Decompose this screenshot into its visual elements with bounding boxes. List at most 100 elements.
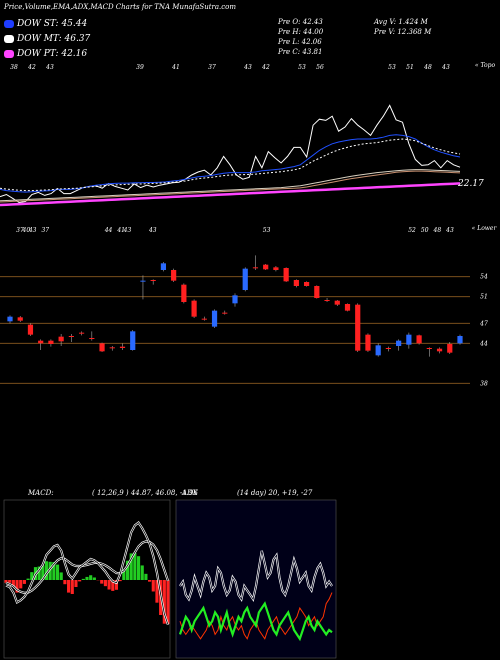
macd-histogram-bar	[26, 578, 30, 580]
candle-body	[150, 280, 156, 281]
macd-histogram-bar	[103, 580, 107, 587]
candle-body	[457, 336, 463, 344]
macd-histogram-bar	[122, 569, 126, 580]
price-x-tick-label: 37	[16, 227, 24, 234]
price-x-tick-label: 43	[148, 227, 157, 234]
macd-histogram-bar	[48, 561, 52, 580]
price-y-tick-label: 44	[479, 340, 488, 347]
candle-body	[355, 304, 361, 351]
macd-histogram-bar	[55, 564, 60, 580]
price-y-tick-label: 54	[480, 274, 488, 281]
prev-open: Pre O: 42.43	[278, 18, 323, 26]
candle-body	[7, 316, 13, 322]
candle-body	[334, 300, 340, 305]
price-x-tick-label: 52	[408, 227, 416, 234]
macd-histogram-bar	[59, 572, 63, 580]
candle-body	[263, 264, 269, 270]
ema-x-tick-label: 43	[441, 64, 450, 71]
legend-dow-st: DOW ST: 45.44	[4, 18, 87, 29]
ema-x-tick-label: 43	[243, 64, 252, 71]
macd-histogram-bar	[140, 565, 144, 580]
macd-histogram-bar	[19, 580, 23, 589]
macd-histogram-bar	[129, 553, 133, 580]
price-candles	[7, 255, 463, 357]
prev-volume: Pre V: 12.368 M	[374, 28, 432, 36]
candle-body	[252, 267, 259, 269]
ema-x-tick-label: 41	[171, 64, 180, 71]
candle-body	[78, 332, 85, 334]
macd-signal-line	[5, 540, 169, 594]
macd-histogram-bar	[74, 580, 78, 587]
ema-series-line	[0, 182, 461, 207]
macd-histogram-bar	[8, 580, 12, 583]
ema-series-line	[0, 104, 461, 204]
price-x-tick-label: 43	[123, 227, 132, 234]
candle-body	[303, 282, 310, 286]
candle-body	[201, 318, 207, 320]
macd-histogram-bar	[30, 572, 34, 580]
macd-histogram-bar	[63, 580, 67, 585]
candle-body	[27, 324, 34, 335]
candle-body	[232, 295, 238, 304]
candle-body	[38, 340, 44, 344]
candle-body	[365, 334, 371, 351]
legend-dow-pt: DOW PT: 42.16	[4, 48, 87, 59]
macd-histogram-bar	[11, 580, 15, 587]
macd-params: ( 12,26,9 ) 44.87, 46.08, -1.96	[92, 489, 198, 497]
adx-plus-di-line	[178, 601, 333, 642]
price-x-tick-label: 44	[104, 227, 113, 234]
price-x-tick-label: 41	[116, 227, 125, 234]
price-x-tick-label: 50	[421, 227, 429, 234]
price-y-tick-label: 47	[479, 320, 488, 327]
candle-body	[293, 280, 299, 286]
macd-plot	[4, 521, 170, 626]
macd-histogram-bar	[118, 580, 122, 582]
legend-dow-mt: DOW MT: 46.37	[4, 33, 90, 44]
candle-body	[273, 267, 279, 270]
candle-body	[191, 300, 197, 317]
ema-last-value: 22.17	[457, 179, 484, 189]
candle-body	[447, 344, 453, 353]
candle-body	[89, 338, 95, 339]
macd-histogram-bar	[166, 580, 170, 624]
macd-histogram-bar	[44, 561, 49, 580]
macd-histogram-bar	[136, 556, 141, 580]
ema-series-line	[0, 169, 461, 202]
macd-histogram-bar	[100, 580, 104, 584]
macd-histogram-bar	[148, 580, 152, 582]
legend-chip	[4, 19, 14, 28]
macd-histogram-bar	[85, 576, 89, 580]
macd-histogram-bar	[78, 580, 82, 582]
candle-body	[242, 268, 248, 290]
candle-body	[181, 284, 187, 302]
macd-histogram-bar	[125, 560, 130, 580]
candle-body	[171, 270, 177, 281]
macd-histogram-bar	[81, 578, 85, 580]
ema-x-tick-label: 53	[298, 64, 306, 71]
price-x-tick-label: 48	[433, 227, 442, 234]
price-x-tick-label: 40	[22, 227, 31, 234]
candle-body	[283, 268, 289, 282]
ema-series-line	[0, 170, 461, 203]
macd-histogram-bar	[114, 580, 119, 590]
candle-body	[130, 331, 136, 350]
price-x-tick-label: 43	[445, 227, 454, 234]
candle-body	[436, 348, 443, 352]
ema-panel-corner-label: « Topo	[475, 62, 496, 69]
candle-body	[426, 348, 432, 349]
macd-histogram-bar	[111, 580, 115, 591]
ema-x-tick-label: 42	[27, 64, 36, 71]
price-x-tick-label: 53	[263, 227, 271, 234]
ema-x-tick-label: 37	[208, 64, 216, 71]
macd-histogram-bar	[4, 580, 8, 583]
candle-body	[17, 317, 23, 321]
avg-volume: Avg V: 1.424 M	[374, 18, 428, 26]
adx-title: ADX	[181, 489, 199, 497]
macd-histogram-bar	[107, 580, 111, 590]
macd-histogram-bar	[70, 580, 74, 594]
adx-plot	[178, 550, 333, 642]
ema-x-tick-label: 56	[316, 64, 324, 71]
candle-body	[68, 336, 74, 337]
